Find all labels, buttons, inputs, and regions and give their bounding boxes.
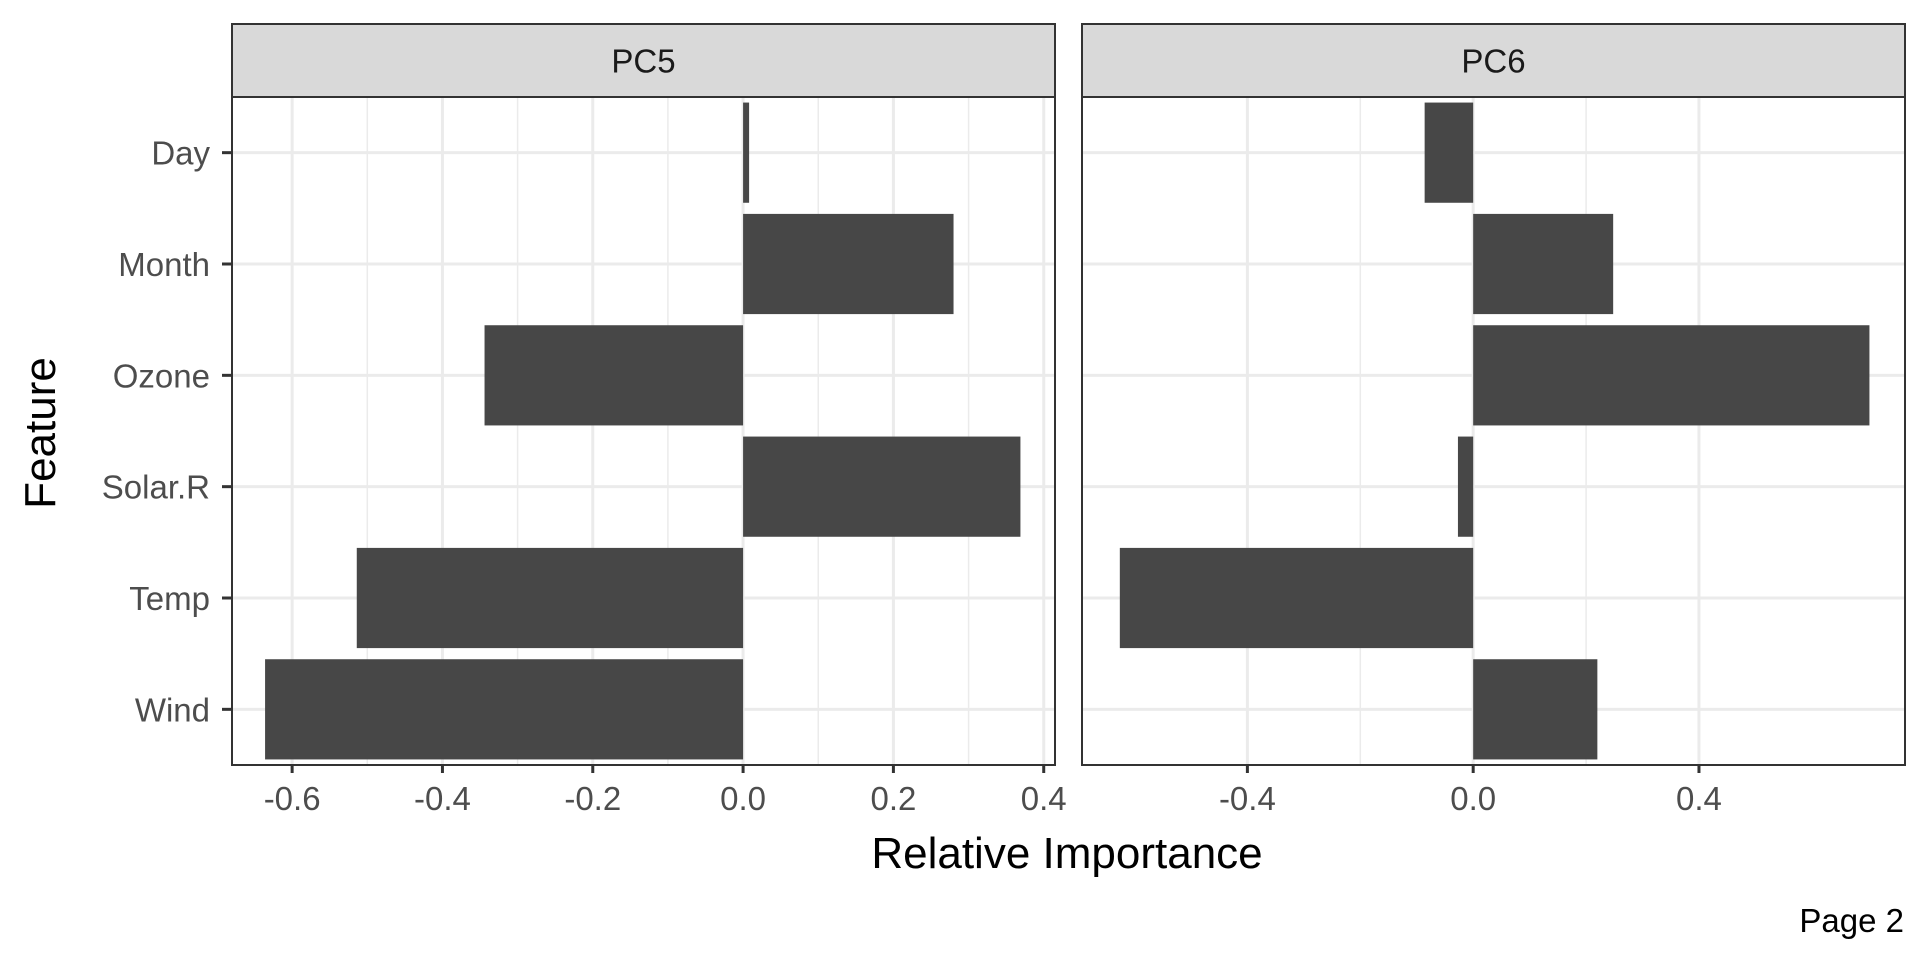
- y-axis: Wind Temp Solar.R Ozone Month Day: [102, 135, 232, 728]
- facet-panel-pc6: PC6 -0.4 0.0 0.4: [1081, 23, 1906, 817]
- facet-panels: PC5 -0.6 -0.4 -0.2 0.0 0.2 0.4 PC6 -0.4 0.0 0.4: [231, 23, 1906, 817]
- facet-strip-label: PC5: [611, 43, 675, 80]
- bar-month: [1473, 213, 1614, 315]
- x-tick-label: -0.6: [264, 780, 321, 817]
- bar-solar-r: [1457, 436, 1474, 537]
- x-tick-label: -0.4: [1219, 780, 1276, 817]
- x-tick-label: 0.2: [870, 780, 916, 817]
- facet-strip: [1081, 23, 1906, 98]
- facet-strip-label: PC6: [1461, 43, 1525, 80]
- x-tick-label: 0.0: [720, 780, 766, 817]
- y-tick-label: Temp: [129, 580, 210, 617]
- facet-strip: [231, 23, 1056, 98]
- bar-temp: [1119, 547, 1474, 649]
- x-tick-label: -0.4: [414, 780, 471, 817]
- y-tick-label: Ozone: [113, 357, 210, 394]
- y-tick-label: Solar.R: [102, 469, 210, 506]
- bar-wind: [1473, 659, 1598, 760]
- y-tick-label: Day: [151, 135, 210, 172]
- y-tick-label: Month: [118, 246, 210, 283]
- panel-background: [1082, 97, 1905, 765]
- bar-month: [743, 213, 954, 315]
- y-axis-title: Feature: [16, 357, 65, 509]
- y-tick-label: Wind: [135, 691, 210, 728]
- bar-wind: [265, 659, 744, 760]
- facet-panel-pc5: PC5 -0.6 -0.4 -0.2 0.0 0.2 0.4: [231, 23, 1067, 817]
- bar-day: [743, 102, 750, 203]
- page-label: Page 2: [1799, 902, 1904, 939]
- x-tick-label: 0.4: [1021, 780, 1067, 817]
- bar-ozone: [484, 325, 744, 426]
- x-tick-label: 0.4: [1676, 780, 1722, 817]
- bar-temp: [356, 547, 744, 649]
- bar-ozone: [1473, 325, 1870, 426]
- x-tick-label: -0.2: [564, 780, 621, 817]
- panel-background: [232, 97, 1055, 765]
- bar-solar-r: [743, 436, 1021, 537]
- x-tick-label: 0.0: [1450, 780, 1496, 817]
- bar-day: [1424, 102, 1474, 203]
- x-axis-title: Relative Importance: [871, 829, 1262, 878]
